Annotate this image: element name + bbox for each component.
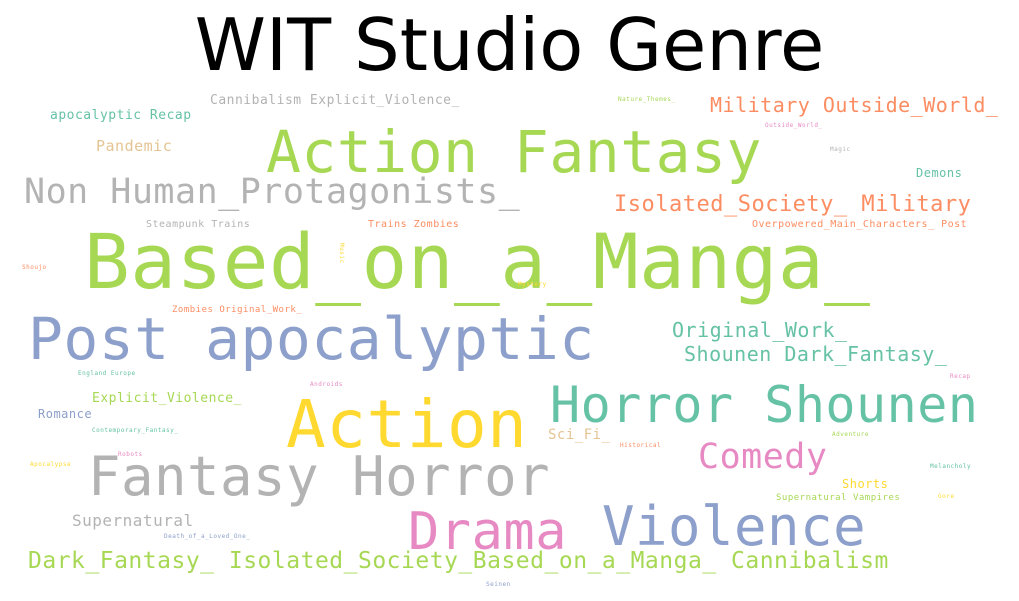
word-supernatural: Supernatural [72,511,194,530]
word-fantasy-horror: Fantasy Horror [88,445,551,508]
word-outside-world: Outside_World_ [765,122,823,129]
word-sci-fi: Sci_Fi_ [548,427,611,443]
word-seinen: Seinen [486,581,511,588]
word-recap: Recap [950,373,971,380]
word-pandemic: Pandemic [96,137,173,155]
word-comedy: Comedy [698,437,828,477]
word-trains-zombies: Trains Zombies [368,219,460,230]
word-action: Action [286,386,528,463]
word-contemporary-fantasy: Contemporary_Fantasy_ [92,427,179,434]
word-gore: Gore [938,493,955,500]
word-apocalyptic-recap: apocalyptic Recap [50,108,192,123]
word-shoujo: Shoujo [22,264,47,271]
word-mystery: Mystery [518,281,547,288]
word-shounen-dark-fantasy: Shounen Dark_Fantasy_ [684,342,948,366]
word-post-apocalyptic: Post apocalyptic [28,305,595,373]
word-music: Music [338,243,345,264]
word-dark-fantasy-isolated-society: Dark_Fantasy_ Isolated_Society_Based_on_… [28,548,889,574]
word-adventure: Adventure [832,431,870,438]
word-shorts: Shorts [842,477,889,491]
word-historical: Historical [620,442,662,449]
word-demons: Demons [916,166,963,180]
word-apocalypse: Apocalypse [30,461,72,468]
word-zombies-original-work: Zombies Original_Work_ [172,305,303,315]
word-drama: Drama [408,502,568,562]
word-original-work: Original_Work_ [672,318,848,342]
word-based-on-a-manga: Based_on_a_Manga_ [84,217,871,306]
word-violence: Violence [602,495,867,558]
word-nature-themes: Nature_Themes_ [618,96,676,103]
word-isolated-society-military: Isolated_Society_ Military [614,192,972,217]
word-cannibalism-explicit-violence: Cannibalism Explicit_Violence_ [210,93,460,108]
word-supernatural-vampires: Supernatural Vampires [776,493,901,503]
word-england-europe: England Europe [78,370,136,377]
word-non-human-protagonists: Non Human_Protagonists_ [24,172,521,212]
word-steampunk-trains: Steampunk Trains [146,219,251,230]
word-action-fantasy: Action Fantasy [266,118,762,186]
word-death-of-a-loved-one: Death_of_a_Loved_One_ [164,533,251,540]
word-androids: Androids [310,381,343,388]
word-romance: Romance [38,407,93,421]
word-explicit-violence: Explicit_Violence_ [92,391,242,406]
word-magic: Magic [830,146,851,153]
word-military-outside-world: Military Outside_World_ [710,93,999,117]
word-overpowered-main-characters-post: Overpowered_Main_Characters_ Post [752,219,968,230]
word-melancholy: Melancholy [930,463,972,470]
page-title: WIT Studio Genre [194,3,825,87]
word-robots: Robots [118,451,143,458]
word-horror-shounen: Horror Shounen [550,376,979,434]
